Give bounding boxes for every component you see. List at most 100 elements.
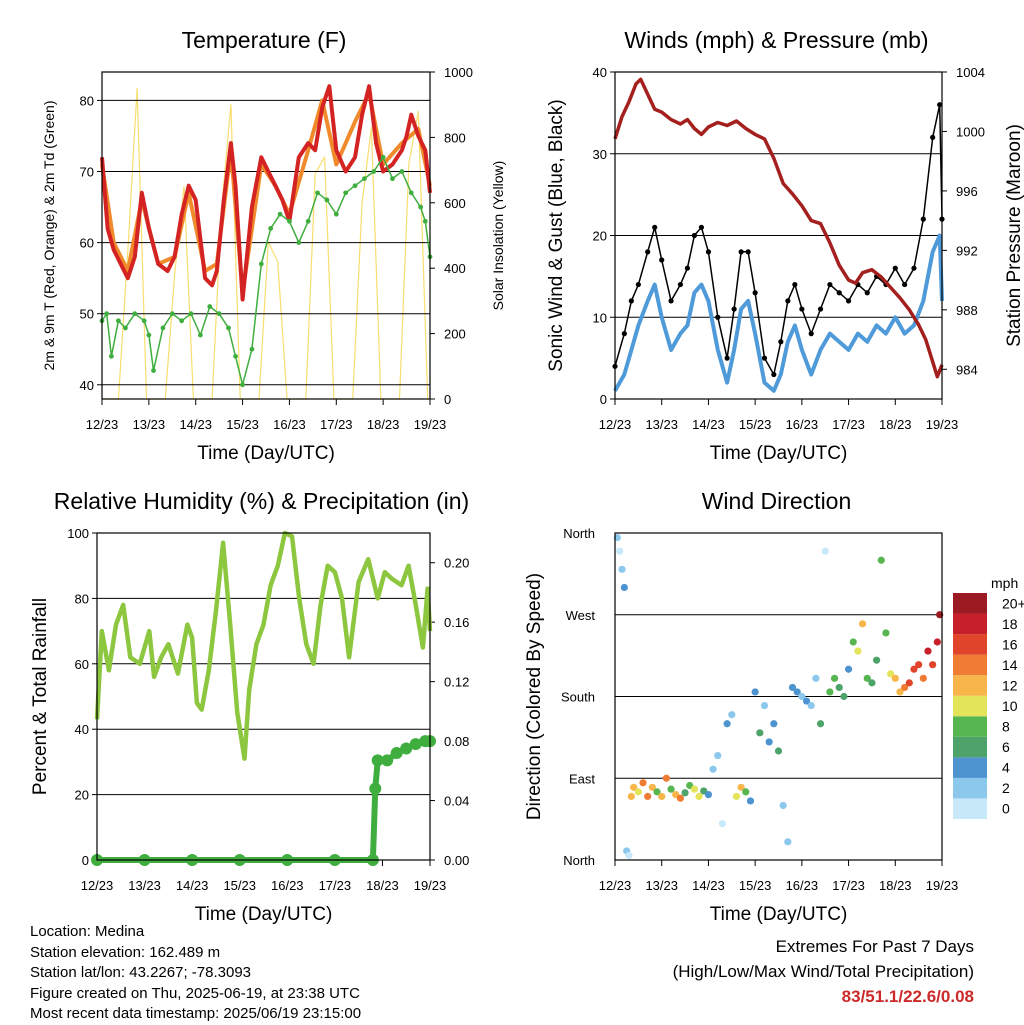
- wind-direction-point: [812, 674, 820, 682]
- y-tick-label: East: [569, 771, 595, 786]
- colorbar-label: 12: [1002, 677, 1018, 693]
- wind-direction-point: [737, 783, 745, 791]
- extremes-description: (High/Low/Max Wind/Total Precipitation): [672, 962, 974, 981]
- sonic-wind-line: [613, 233, 944, 393]
- created-text: Figure created on Thu, 2025-06-19, at 23…: [30, 984, 360, 1002]
- colorbar-swatch: [953, 675, 987, 696]
- y-tick-label: 20: [75, 788, 89, 803]
- colorbar-label: 14: [1002, 657, 1018, 673]
- colorbar-label: 20+: [1002, 595, 1024, 611]
- x-tick-label: 17/23: [320, 417, 353, 432]
- wind-direction-point: [760, 701, 769, 710]
- y-tick-label: South: [561, 690, 595, 705]
- station-info: Location: Medina Station elevation: 162.…: [30, 922, 361, 1025]
- wind-direction-point: [779, 801, 787, 810]
- wind-direction-point: [616, 547, 624, 555]
- y-right-tick-label: 988: [956, 303, 978, 318]
- x-tick-label: 18/23: [367, 417, 400, 432]
- wind-direction-point: [662, 774, 670, 782]
- panel-title: Wind Direction: [702, 488, 852, 514]
- wind-direction-point: [830, 674, 839, 682]
- wind-direction-point: [919, 674, 927, 682]
- colorbar-swatch: [953, 798, 987, 819]
- wind-direction-point: [718, 820, 727, 828]
- wind-direction-point: [807, 701, 815, 710]
- wind-direction-point: [751, 688, 759, 696]
- recent-data-text: Most recent data timestamp: 2025/06/19 2…: [30, 1005, 362, 1022]
- wind-direction-point: [658, 792, 666, 801]
- wind-direction-point: [929, 661, 937, 669]
- x-axis-label: Time (Day/UTC): [710, 443, 848, 464]
- x-tick-label: 19/23: [414, 417, 447, 432]
- wind-direction-point: [873, 656, 881, 664]
- x-tick-label: 19/23: [926, 878, 959, 893]
- wind-direction-point: [821, 547, 829, 555]
- x-axis-label: Time (Day/UTC): [710, 904, 848, 925]
- y-right-tick-label: 984: [956, 362, 978, 377]
- wind-direction-point: [849, 638, 857, 646]
- y-tick-label: 20: [593, 229, 607, 244]
- wind-direction-point: [798, 692, 806, 701]
- y-right-tick-label: 0.04: [444, 794, 469, 809]
- colorbar-swatch: [953, 777, 987, 799]
- wind-direction-point: [627, 792, 635, 801]
- colorbar-swatch: [953, 736, 987, 758]
- x-tick-label: 14/23: [692, 878, 725, 893]
- wind-direction-point: [681, 789, 689, 797]
- y-tick-label: North: [563, 853, 595, 868]
- wind-direction-point: [826, 688, 834, 696]
- td2m-line: [101, 156, 431, 386]
- x-tick-label: 19/23: [414, 878, 447, 893]
- wind-direction-point: [905, 679, 913, 687]
- x-tick-label: 17/23: [319, 878, 352, 893]
- wind-direction-point: [910, 665, 918, 673]
- x-tick-label: 12/23: [86, 417, 119, 432]
- t9m-line: [100, 91, 432, 295]
- colorbar-label: 2: [1002, 780, 1010, 796]
- x-tick-label: 15/23: [739, 878, 772, 893]
- x-tick-label: 12/23: [81, 878, 114, 893]
- y-tick-label: 30: [593, 147, 607, 162]
- colorbar-label: 10: [1002, 698, 1018, 714]
- wind-direction-point: [924, 647, 932, 655]
- wind-direction-point: [784, 838, 792, 846]
- y-right-tick-label: 1000: [956, 124, 985, 139]
- wind-direction-point: [802, 697, 811, 705]
- y-right-tick-label: 0.08: [444, 734, 469, 749]
- wind-direction-point: [868, 679, 876, 687]
- x-tick-label: 17/23: [832, 417, 865, 432]
- humidity-precip-panel: Relative Humidity (%) & Precipitation (i…: [30, 488, 469, 925]
- colorbar-swatch: [953, 757, 987, 778]
- wind-direction-point: [704, 791, 713, 799]
- y-right-tick-label: 0.00: [444, 853, 469, 868]
- y-tick-label: West: [566, 608, 596, 623]
- y-right-tick-label: 1004: [956, 65, 985, 80]
- relative-humidity-line: [94, 530, 433, 761]
- wind-direction-point: [742, 788, 750, 796]
- station-pressure-line: [613, 77, 944, 379]
- y-right-tick-label: 0.16: [444, 615, 469, 630]
- x-tick-label: 16/23: [786, 878, 819, 893]
- x-tick-label: 13/23: [645, 878, 678, 893]
- colorbar-swatch: [953, 654, 987, 676]
- colorbar-swatch: [953, 695, 987, 717]
- wind-direction-panel: Wind Direction Time (Day/UTC) 12/23 13/23 14…: [524, 488, 958, 925]
- colorbar-swatch: [953, 593, 987, 614]
- panel-title: Temperature (F): [182, 27, 347, 53]
- wind-direction-point: [620, 583, 628, 592]
- colorbar-label: 6: [1002, 739, 1010, 755]
- x-tick-label: 16/23: [271, 878, 304, 893]
- wind-direction-point: [788, 683, 797, 692]
- wind-direction-point: [709, 765, 717, 773]
- gust-line: [614, 103, 943, 376]
- wind-direction-point: [770, 720, 778, 728]
- wind-direction-point: [676, 794, 685, 802]
- y-tick-label: 80: [75, 591, 89, 606]
- x-tick-label: 13/23: [133, 417, 166, 432]
- colorbar-label: 8: [1002, 719, 1010, 735]
- wind-direction-point: [877, 556, 885, 564]
- wind-direction-point: [625, 851, 633, 860]
- wind-direction-point: [816, 720, 825, 728]
- x-tick-label: 13/23: [645, 417, 678, 432]
